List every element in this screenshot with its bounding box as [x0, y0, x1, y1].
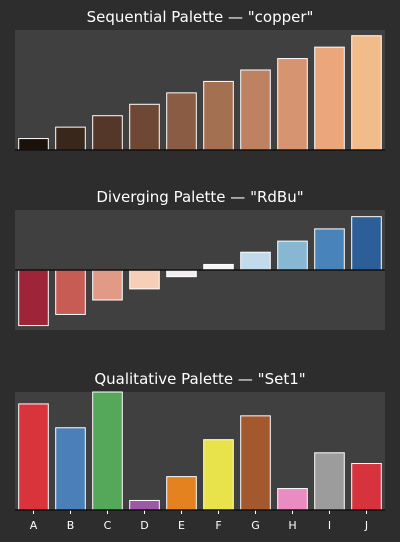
- qualitative-xtick-label-I: I: [328, 519, 331, 532]
- sequential-title: Sequential Palette — "copper": [87, 8, 314, 26]
- qualitative-bar-H: [277, 488, 308, 511]
- qualitative-panel: Qualitative Palette — "Set1" A B C D E F G H I J: [15, 370, 385, 532]
- sequential-panel: Sequential Palette — "copper": [15, 8, 385, 151]
- qualitative-xtick-label-C: C: [104, 519, 112, 532]
- diverging-panel: Diverging Palette — "RdBu": [15, 188, 385, 330]
- qualitative-bar-C: [92, 391, 123, 511]
- qualitative-bar-E: [166, 476, 197, 511]
- sequential-bar-J: [351, 35, 382, 151]
- qualitative-title: Qualitative Palette — "Set1": [94, 370, 305, 388]
- diverging-bar-C: [92, 269, 123, 301]
- qualitative-xtick-label-J: J: [364, 519, 368, 532]
- qualitative-bar-B: [55, 427, 86, 511]
- qualitative-bar-A: [18, 403, 49, 511]
- sequential-bar-D: [129, 103, 160, 151]
- sequential-bar-I: [314, 46, 345, 151]
- diverging-bar-B: [55, 269, 86, 315]
- diverging-bar-D: [129, 269, 160, 290]
- qualitative-xtick-label-D: D: [140, 519, 148, 532]
- sequential-bar-C: [92, 115, 123, 151]
- diverging-bar-H: [277, 240, 308, 271]
- diverging-bar-F: [203, 263, 234, 271]
- qualitative-xtick-label-G: G: [251, 519, 260, 532]
- sequential-bar-E: [166, 92, 197, 151]
- sequential-bar-H: [277, 58, 308, 151]
- diverging-title: Diverging Palette — "RdBu": [96, 188, 303, 206]
- qualitative-bar-D: [129, 499, 160, 511]
- qualitative-xtick-label-H: H: [288, 519, 296, 532]
- diverging-bar-A: [18, 269, 49, 327]
- sequential-bar-B: [55, 126, 86, 151]
- qualitative-xtick-label-A: A: [30, 519, 38, 532]
- diverging-bar-J: [351, 216, 382, 271]
- qualitative-bar-J: [351, 463, 382, 511]
- sequential-bar-G: [240, 69, 271, 151]
- qualitative-xtick-label-E: E: [178, 519, 185, 532]
- diverging-bar-E: [166, 269, 197, 278]
- qualitative-xtick-label-F: F: [215, 519, 221, 532]
- diverging-bar-G: [240, 251, 271, 271]
- qualitative-xtick-label-B: B: [67, 519, 75, 532]
- sequential-bar-F: [203, 80, 234, 151]
- sequential-bar-A: [18, 138, 49, 151]
- qualitative-bar-I: [314, 452, 345, 511]
- qualitative-bar-F: [203, 439, 234, 511]
- diverging-bar-I: [314, 228, 345, 271]
- qualitative-bar-G: [240, 415, 271, 511]
